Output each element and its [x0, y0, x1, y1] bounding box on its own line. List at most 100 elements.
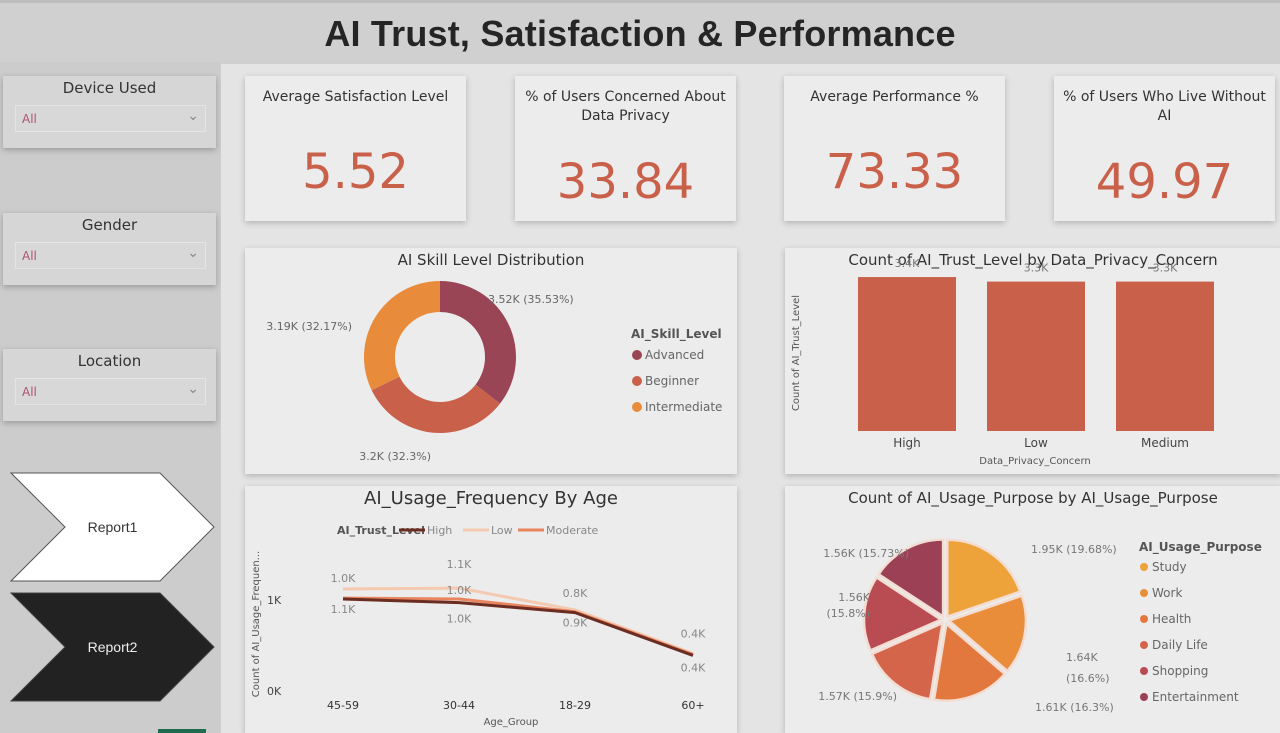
donut-data-label: 3.19K (32.17%): [266, 320, 352, 333]
slicer-gender: Gender All ⌄: [3, 213, 216, 285]
legend-marker: [632, 402, 642, 412]
donut-chart: 3.52K (35.53%) 3.2K (32.3%) 3.19K (32.17%)…: [266, 281, 722, 463]
legend-marker: [1140, 589, 1148, 597]
pie-slice-entertainment: [876, 538, 945, 619]
legend-marker: [1140, 563, 1148, 571]
chart-title: AI_Usage_Frequency By Age: [364, 488, 618, 509]
x-tick-label: Medium: [1141, 436, 1189, 450]
pie-slice-daily-life: [870, 621, 945, 701]
legend-item: Low: [491, 524, 513, 537]
line-data-label: 0.9K: [563, 617, 588, 630]
pie-data-label: 1.61K (16.3%): [1035, 701, 1114, 714]
bar-data-label: 3.3K: [1024, 262, 1049, 275]
legend-item: Daily Life: [1152, 638, 1208, 652]
kpi-card-performance: Average Performance % 73.33: [784, 76, 1005, 221]
line-data-label: 1.0K: [331, 572, 356, 585]
x-axis-label: Age_Group: [484, 717, 539, 728]
x-tick-label: 30-44: [443, 699, 475, 712]
line-data-label: 1.0K: [447, 613, 472, 626]
kpi-title: % of Users Who Live Without AI: [1063, 89, 1266, 124]
pie-data-label: (15.8%): [826, 607, 870, 620]
chart-title: Count of AI_Usage_Purpose by AI_Usage_Pu…: [848, 489, 1218, 507]
kpi-card-data-privacy: % of Users Concerned About Data Privacy …: [515, 76, 736, 221]
sidebar: Device Used All ⌄ Gender All ⌄ Location …: [0, 62, 220, 733]
line-data-label: 0.8K: [563, 587, 588, 600]
y-tick-label: 1K: [267, 594, 282, 607]
pie-slice-study: [946, 538, 1022, 619]
legend-title: AI_Trust_Level: [337, 524, 425, 537]
legend-item: Work: [1152, 586, 1182, 600]
x-tick-label: 60+: [681, 699, 704, 712]
legend-item: Advanced: [645, 348, 704, 362]
chevron-down-icon: ⌄: [187, 381, 199, 397]
slicer-device-used: Device Used All ⌄: [3, 76, 216, 148]
kpi-value: 33.84: [556, 154, 695, 210]
bar-chart: 3.4K High 3.3K Low 3.3K Medium Data_Privacy_Co…: [791, 257, 1214, 467]
x-tick-label: High: [893, 436, 921, 450]
chevron-down-icon: ⌄: [187, 245, 199, 261]
report-canvas: Average Satisfaction Level 5.52 % of Use…: [221, 64, 1280, 733]
x-tick-label: 18-29: [559, 699, 591, 712]
pie-data-label: (16.6%): [1066, 672, 1110, 685]
kpi-title: Average Satisfaction Level: [262, 89, 449, 105]
usage-frequency-line-card: AI_Usage_Frequency By Age AI_Trust_Level…: [245, 486, 737, 733]
slicer-label: Gender: [81, 216, 138, 234]
slicer-label: Device Used: [62, 79, 157, 97]
pie-data-label: 1.64K: [1066, 651, 1098, 664]
legend-item: Entertainment: [1152, 690, 1239, 704]
chart-title: AI Skill Level Distribution: [397, 251, 585, 269]
pie-slice-group: [870, 621, 945, 701]
donut-data-label: 3.2K (32.3%): [359, 450, 431, 463]
pie-slice-work: [946, 594, 1028, 673]
legend-item: Moderate: [546, 524, 599, 537]
usage-purpose-pie-card: Count of AI_Usage_Purpose by AI_Usage_Pu…: [785, 486, 1280, 733]
kpi-value: 5.52: [302, 144, 409, 200]
chevron-arrow-shape: [10, 592, 215, 702]
x-tick-label: Low: [1024, 436, 1048, 450]
bar-low: [987, 281, 1085, 431]
page-title: AI Trust, Satisfaction & Performance: [324, 13, 956, 54]
donut-slice-intermediate: [364, 281, 440, 391]
pie-slice-health: [932, 621, 1007, 702]
nav-button-report1[interactable]: Report1: [10, 472, 215, 582]
line-chart: AI_Trust_Level High Low Moderate 0K 1K Count o…: [251, 524, 706, 728]
pie-data-label: 1.95K (19.68%): [1031, 543, 1117, 556]
report-header: AI Trust, Satisfaction & Performance: [0, 0, 1280, 62]
pie-data-label: 1.56K (15.73%): [823, 547, 909, 560]
device-used-dropdown[interactable]: All ⌄: [15, 105, 206, 132]
dropdown-value: All: [22, 385, 37, 399]
pie-slice-group: [876, 538, 945, 619]
gender-dropdown[interactable]: All ⌄: [15, 242, 206, 269]
trust-by-privacy-bar-card: Count of AI_Trust_Level by Data_Privacy_…: [785, 248, 1280, 474]
legend-title: AI_Usage_Purpose: [1139, 540, 1262, 555]
kpi-title: % of Users Concerned About Data Privacy: [525, 89, 726, 124]
legend-marker: [632, 350, 642, 360]
legend-marker: [1140, 641, 1148, 649]
pie-chart: 1.95K (19.68%) 1.64K (16.6%) 1.61K (16.3%) 1…: [818, 538, 1262, 714]
dropdown-value: All: [22, 249, 37, 263]
kpi-value: 49.97: [1095, 154, 1234, 210]
legend-marker: [632, 376, 642, 386]
line-data-label: 0.4K: [681, 628, 706, 641]
donut-data-label: 3.52K (35.53%): [488, 293, 574, 306]
kpi-title: Average Performance %: [810, 89, 979, 105]
legend-marker: [1140, 667, 1148, 675]
donut-slice-advanced: [440, 281, 516, 404]
slicer-label: Location: [77, 352, 142, 370]
nav-button-report2[interactable]: Report2: [10, 592, 215, 702]
chart-title: Count of AI_Trust_Level by Data_Privacy_…: [848, 251, 1218, 269]
location-dropdown[interactable]: All ⌄: [15, 378, 206, 405]
slicer-location: Location All ⌄: [3, 349, 216, 421]
pie-slice-shopping: [862, 575, 944, 653]
bar-data-label: 3.3K: [1153, 262, 1178, 275]
kpi-card-satisfaction: Average Satisfaction Level 5.52: [245, 76, 466, 221]
legend-item: Study: [1152, 560, 1187, 574]
y-tick-label: 0K: [267, 685, 282, 698]
bar-data-label: 3.4K: [895, 257, 920, 270]
y-axis-label: Count of AI_Trust_Level: [791, 295, 802, 411]
chevron-down-icon: ⌄: [187, 108, 199, 124]
pie-data-label: 1.57K (15.9%): [818, 690, 897, 703]
legend-title: AI_Skill_Level: [631, 327, 722, 342]
legend-item: Beginner: [645, 374, 699, 388]
pie-slice-group: [946, 594, 1028, 673]
